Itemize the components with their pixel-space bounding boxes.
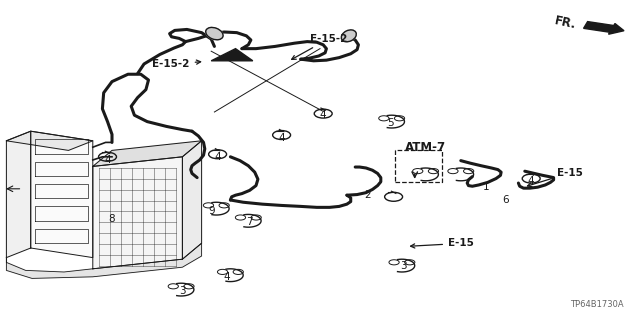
Text: 4: 4 — [278, 132, 285, 143]
Polygon shape — [93, 157, 182, 269]
Text: 5: 5 — [387, 118, 394, 128]
Ellipse shape — [341, 30, 356, 42]
Polygon shape — [211, 49, 253, 61]
Text: E-15: E-15 — [527, 168, 582, 187]
Polygon shape — [6, 131, 31, 258]
Bar — [395, 150, 442, 182]
Text: E-15-2: E-15-2 — [292, 34, 348, 60]
Text: 4: 4 — [528, 176, 534, 186]
FancyArrow shape — [584, 21, 624, 34]
Text: E-15: E-15 — [411, 238, 474, 248]
Text: 4: 4 — [104, 155, 111, 165]
Polygon shape — [6, 131, 93, 150]
Text: 1: 1 — [483, 182, 490, 192]
Text: 9: 9 — [208, 206, 214, 216]
Text: 6: 6 — [502, 195, 509, 205]
Text: 4: 4 — [224, 272, 230, 282]
Text: 4: 4 — [214, 152, 221, 162]
Text: 3: 3 — [400, 260, 406, 271]
Text: ATM-7: ATM-7 — [405, 141, 446, 154]
Text: 8: 8 — [109, 214, 115, 224]
Polygon shape — [31, 131, 93, 258]
Polygon shape — [6, 243, 202, 278]
Text: E-15-2: E-15-2 — [152, 59, 200, 69]
Polygon shape — [182, 141, 202, 259]
Text: 7: 7 — [246, 217, 253, 228]
Polygon shape — [93, 141, 202, 166]
Text: 4: 4 — [320, 110, 326, 120]
Ellipse shape — [205, 28, 223, 40]
Text: FR.: FR. — [553, 14, 577, 31]
Text: TP64B1730A: TP64B1730A — [570, 300, 624, 309]
Text: 2: 2 — [365, 190, 371, 200]
Text: 3: 3 — [179, 286, 186, 296]
